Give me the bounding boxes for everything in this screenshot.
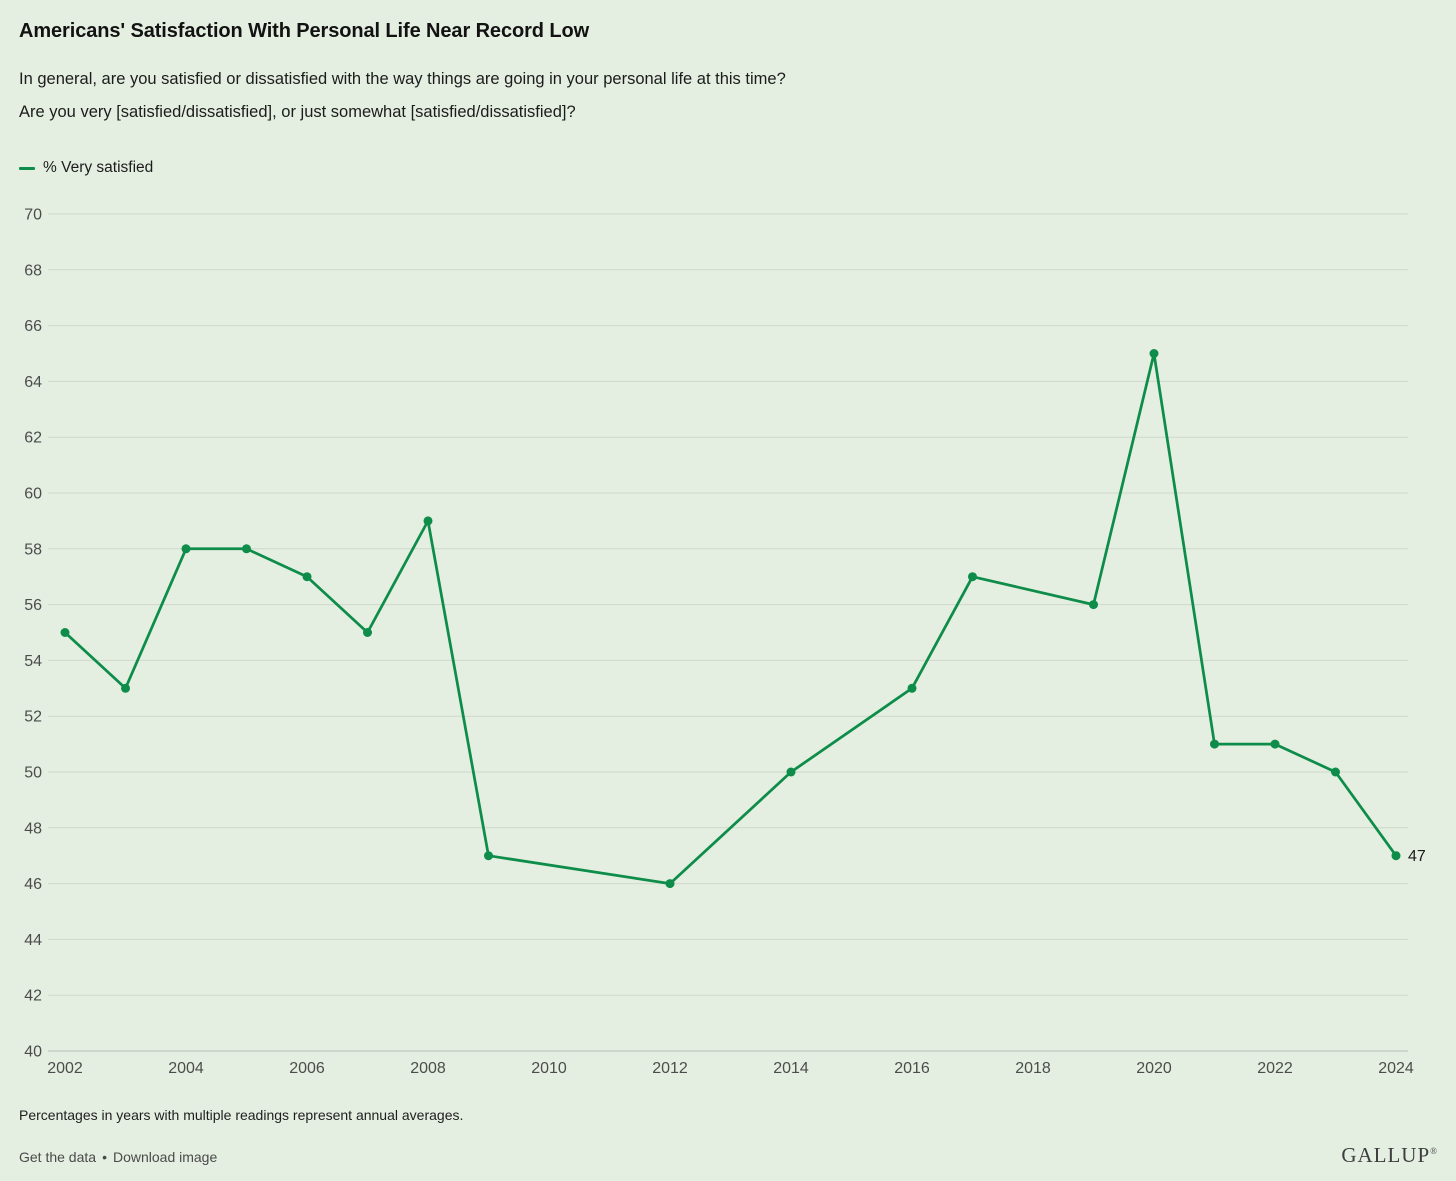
survey-question-line1: In general, are you satisfied or dissati… — [19, 70, 786, 88]
x-tick-label: 2024 — [1378, 1060, 1414, 1077]
data-point[interactable] — [60, 628, 70, 637]
data-point[interactable] — [907, 683, 917, 693]
series-line — [63, 352, 1398, 885]
y-tick-label: 40 — [24, 1044, 42, 1061]
data-point[interactable] — [242, 544, 251, 554]
last-value-label: 47 — [1408, 848, 1426, 865]
y-tick-label: 58 — [24, 541, 42, 558]
y-tick-label: 56 — [24, 597, 42, 614]
data-point[interactable] — [1149, 349, 1159, 358]
chart-title: Americans' Satisfaction With Personal Li… — [19, 20, 590, 42]
data-point[interactable] — [665, 879, 675, 889]
x-tick-label: 2016 — [894, 1060, 930, 1077]
footnote: Percentages in years with multiple readi… — [19, 1107, 464, 1123]
y-tick-label: 42 — [24, 988, 42, 1005]
data-point[interactable] — [968, 572, 977, 582]
y-tick-label: 46 — [24, 876, 42, 893]
y-tick-label: 62 — [24, 430, 42, 447]
x-tick-label: 2022 — [1257, 1060, 1293, 1077]
data-point[interactable] — [484, 851, 493, 861]
x-tick-label: 2018 — [1015, 1060, 1051, 1077]
y-tick-label: 48 — [24, 820, 42, 837]
y-tick-label: 54 — [24, 653, 42, 670]
x-tick-label: 2004 — [168, 1060, 204, 1077]
x-tick-label: 2002 — [47, 1060, 83, 1077]
survey-question-line2: Are you very [satisfied/dissatisfied], o… — [19, 103, 576, 121]
x-tick-label: 2020 — [1136, 1060, 1172, 1077]
x-tick-label: 2008 — [410, 1060, 446, 1077]
gallup-wordmark: GALLUP — [1341, 1143, 1431, 1167]
data-point[interactable] — [423, 516, 433, 526]
x-tick-label: 2006 — [289, 1060, 325, 1077]
y-tick-label: 50 — [24, 765, 42, 782]
legend-line-swatch — [19, 167, 35, 170]
y-tick-label: 60 — [24, 486, 42, 503]
data-point[interactable] — [1391, 851, 1401, 861]
registered-mark: ® — [1430, 1146, 1437, 1156]
data-point[interactable] — [302, 572, 312, 582]
y-tick-label: 66 — [24, 318, 42, 335]
get-the-data-link[interactable]: Get the data — [19, 1149, 97, 1165]
data-point[interactable] — [1270, 739, 1280, 749]
gallup-logo: GALLUP® — [1341, 1143, 1437, 1168]
x-tick-label: 2012 — [652, 1060, 688, 1077]
data-point[interactable] — [786, 767, 796, 777]
legend-label: % Very satisfied — [43, 159, 154, 176]
x-tick-label: 2010 — [531, 1060, 567, 1077]
data-point[interactable] — [121, 683, 130, 693]
data-point[interactable] — [1210, 739, 1219, 749]
data-point[interactable] — [1089, 600, 1098, 610]
y-tick-label: 44 — [24, 932, 42, 949]
footer-separator: • — [102, 1149, 107, 1165]
y-tick-label: 68 — [24, 262, 42, 279]
y-tick-label: 70 — [24, 207, 42, 224]
y-tick-label: 52 — [24, 709, 42, 726]
x-tick-label: 2014 — [773, 1060, 809, 1077]
footer-links: Get the data • Download image — [19, 1149, 217, 1165]
data-point[interactable] — [181, 544, 191, 554]
y-tick-label: 64 — [24, 374, 42, 391]
data-point[interactable] — [363, 628, 372, 637]
data-point[interactable] — [1331, 767, 1340, 777]
legend: % Very satisfied — [19, 159, 153, 177]
download-image-link[interactable]: Download image — [112, 1149, 218, 1165]
